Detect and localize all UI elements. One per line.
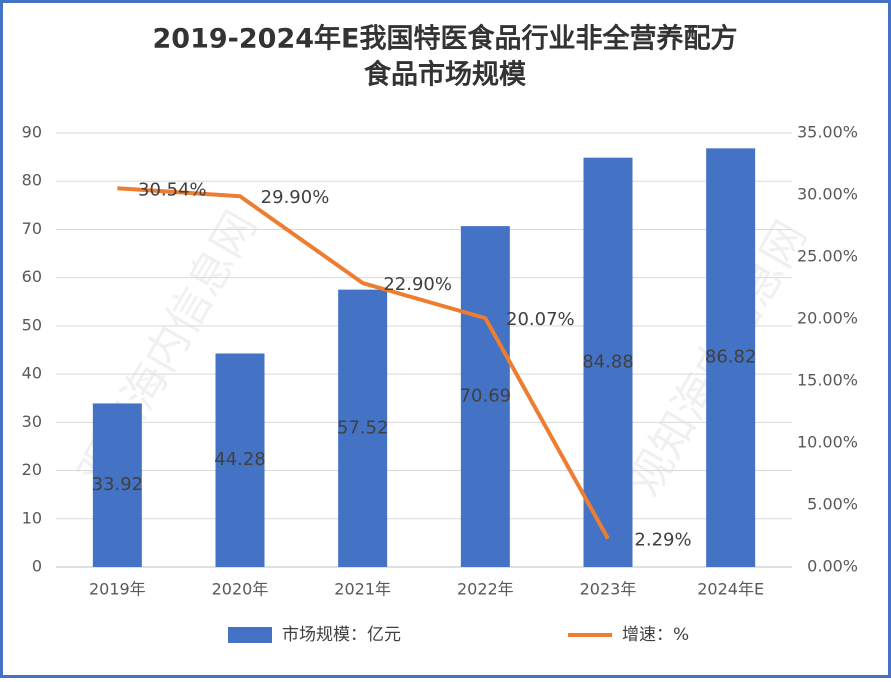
- bar: [215, 353, 265, 567]
- y2-tick-label: 5.00%: [807, 495, 858, 514]
- y-tick-label: 90: [22, 123, 42, 142]
- bar: [706, 148, 756, 568]
- data-label: 70.69: [460, 386, 512, 407]
- y-tick-label: 70: [22, 219, 42, 238]
- chart-title: 2019-2024年E我国特医食品行业非全营养配方: [153, 23, 738, 55]
- data-label: 84.88: [582, 351, 634, 372]
- bar: [338, 289, 388, 567]
- y-tick-label: 10: [22, 508, 42, 527]
- y2-tick-label: 0.00%: [807, 557, 858, 576]
- bar: [460, 226, 510, 567]
- y2-tick-label: 30.00%: [797, 185, 858, 204]
- y2-tick-label: 15.00%: [797, 371, 858, 390]
- y-tick-label: 30: [22, 412, 42, 431]
- y-tick-label: 0: [32, 557, 42, 576]
- x-tick-label: 2019年: [89, 580, 146, 599]
- y2-tick-label: 25.00%: [797, 247, 858, 266]
- data-label: 57.52: [337, 417, 389, 438]
- legend-label: 增速：%: [622, 625, 689, 645]
- bar: [583, 157, 633, 568]
- y-tick-label: 40: [22, 364, 42, 383]
- y-tick-label: 60: [22, 267, 42, 286]
- line: [117, 186, 610, 540]
- data-label: 44.28: [214, 449, 266, 470]
- legend-swatch: [228, 627, 272, 643]
- data-label: 29.90%: [261, 187, 330, 208]
- y-tick-label: 20: [22, 460, 42, 479]
- y-tick-label: 80: [22, 171, 42, 190]
- data-label: 86.82: [705, 347, 757, 368]
- y2-tick-label: 10.00%: [797, 433, 858, 452]
- data-label: 2.29%: [634, 530, 691, 551]
- x-tick-label: 2020年: [212, 580, 269, 599]
- y2-tick-label: 20.00%: [797, 309, 858, 328]
- chart-title: 食品市场规模: [364, 59, 526, 91]
- data-label: 33.92: [92, 474, 144, 495]
- data-label: 30.54%: [138, 179, 207, 200]
- legend-label: 市场规模：亿元: [282, 625, 401, 645]
- y2-tick-label: 35.00%: [797, 123, 858, 142]
- bar: [92, 403, 142, 567]
- data-label: 20.07%: [506, 309, 575, 330]
- x-tick-label: 2024年E: [697, 580, 764, 599]
- x-tick-label: 2022年: [457, 580, 514, 599]
- x-tick-label: 2021年: [334, 580, 391, 599]
- x-tick-label: 2023年: [580, 580, 637, 599]
- data-label: 22.90%: [383, 274, 452, 295]
- y-tick-label: 50: [22, 315, 42, 334]
